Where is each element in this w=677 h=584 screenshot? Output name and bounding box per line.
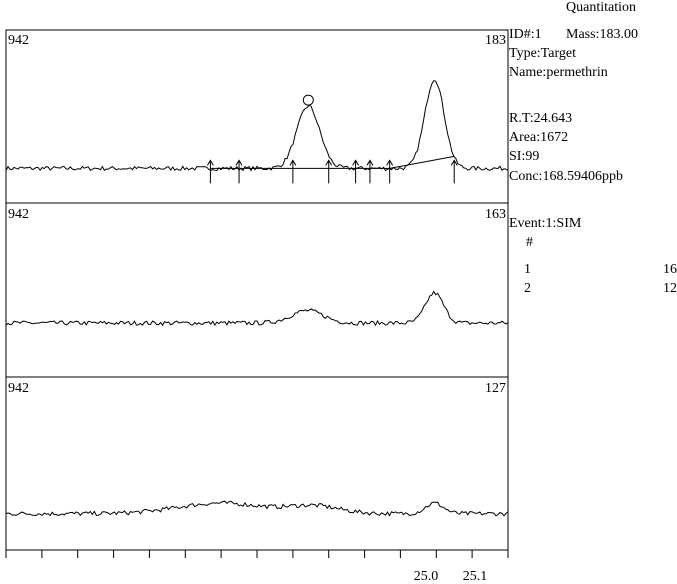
trace-line-1 <box>5 80 509 172</box>
integration-mark <box>289 159 297 184</box>
panel-2-left-label: 942 <box>8 207 29 222</box>
event-row-value: 12 <box>663 281 677 296</box>
peak-area: Area:1672 <box>509 130 569 145</box>
x-tick-label: 25.0 <box>414 569 439 584</box>
compound-mass: Mass:183.00 <box>566 27 638 42</box>
similarity-index: SI:99 <box>509 149 540 164</box>
integration-mark <box>235 159 243 184</box>
retention-time: R.T:24.643 <box>509 111 573 126</box>
compound-type: Type:Target <box>509 46 576 61</box>
event-row-number: 2 <box>524 281 531 296</box>
integration-mark <box>352 159 360 184</box>
panel-3-right-label: 127 <box>485 381 506 396</box>
event-label: Event:1:SIM <box>509 216 582 231</box>
target-peak-marker <box>302 94 314 106</box>
integration-mark <box>206 159 214 184</box>
plot-frame <box>5 29 509 551</box>
trace-line-2 <box>5 290 509 327</box>
event-row-number: 1 <box>524 262 531 277</box>
compound-id: ID#:1 <box>509 27 542 42</box>
report-heading: Quantitation <box>566 0 636 15</box>
integration-mark <box>386 159 394 184</box>
event-table-header: # <box>526 235 533 250</box>
x-tick-label: 25.1 <box>463 569 488 584</box>
concentration: Conc:168.59406ppb <box>509 169 623 184</box>
trace-line-3 <box>5 500 509 517</box>
event-row-value: 16 <box>663 262 677 277</box>
integration-baseline <box>210 155 455 169</box>
integration-mark <box>366 159 374 184</box>
compound-name: Name:permethrin <box>509 65 608 80</box>
integration-mark <box>450 159 458 184</box>
panel-2-right-label: 163 <box>485 207 506 222</box>
panel-1-left-label: 942 <box>8 33 29 48</box>
integration-mark <box>325 159 333 184</box>
panel-1-right-label: 183 <box>485 33 506 48</box>
panel-3-left-label: 942 <box>8 381 29 396</box>
